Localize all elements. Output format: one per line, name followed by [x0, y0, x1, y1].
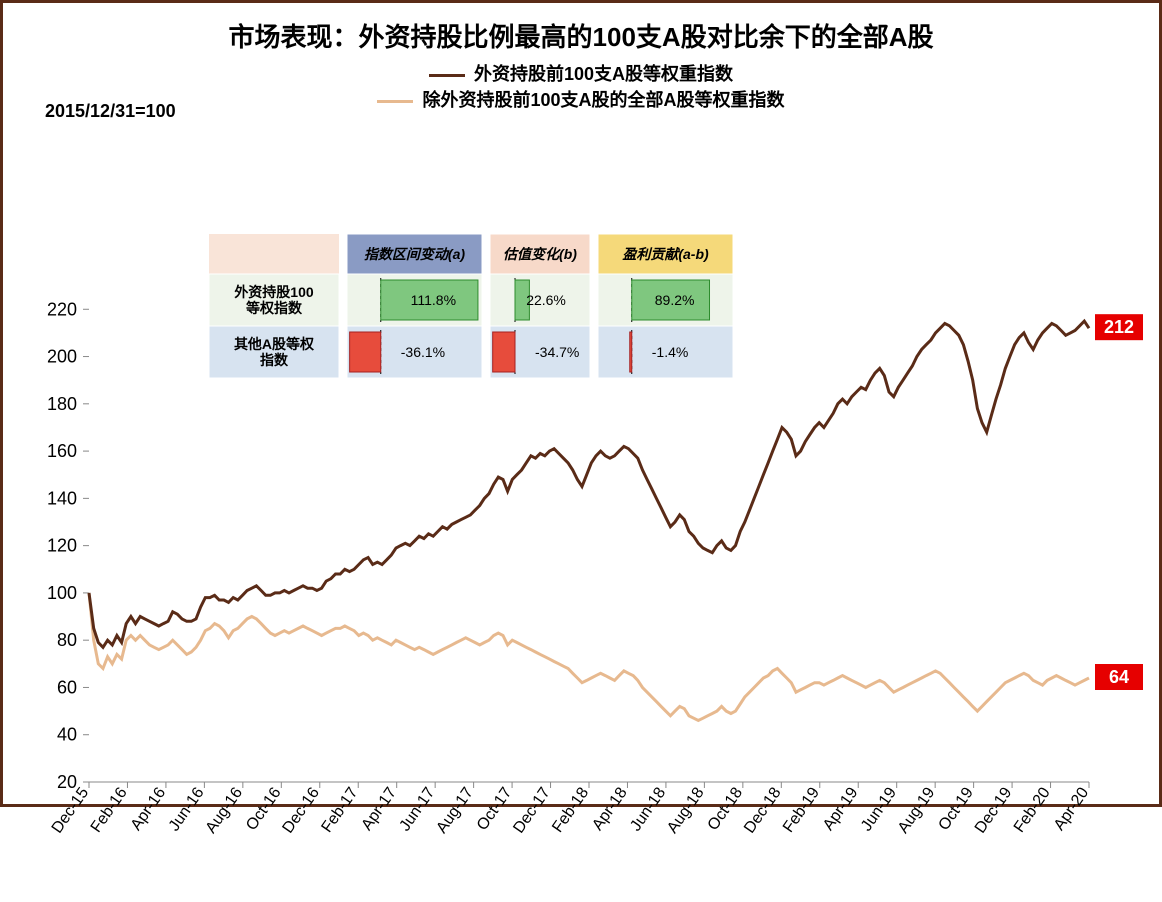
- svg-text:估值变化(b): 估值变化(b): [503, 246, 577, 262]
- svg-text:160: 160: [47, 441, 77, 461]
- svg-text:Oct-17: Oct-17: [474, 784, 516, 833]
- svg-text:Aug-17: Aug-17: [433, 784, 477, 836]
- svg-text:111.8%: 111.8%: [411, 292, 456, 308]
- svg-text:指数区间变动(a): 指数区间变动(a): [364, 246, 465, 262]
- svg-text:Dec-19: Dec-19: [972, 784, 1016, 836]
- svg-text:Dec-17: Dec-17: [510, 784, 554, 836]
- svg-text:Aug-18: Aug-18: [664, 784, 708, 836]
- legend-swatch-s1: [429, 74, 465, 77]
- svg-text:Apr-17: Apr-17: [358, 784, 400, 833]
- svg-text:Feb-19: Feb-19: [780, 784, 823, 835]
- legend-item-s2: 除外资持股前100支A股的全部A股等权重指数: [377, 86, 784, 112]
- svg-text:Feb-17: Feb-17: [318, 784, 361, 835]
- svg-text:Oct-18: Oct-18: [705, 784, 747, 833]
- svg-text:盈利贡献(a-b): 盈利贡献(a-b): [622, 246, 709, 262]
- svg-text:200: 200: [47, 347, 77, 367]
- svg-text:60: 60: [57, 677, 77, 697]
- series-other-a-shares: [89, 593, 1089, 721]
- svg-text:220: 220: [47, 299, 77, 319]
- svg-text:Dec-18: Dec-18: [741, 784, 785, 836]
- svg-text:Apr-18: Apr-18: [589, 784, 631, 833]
- inset-bar: [350, 332, 381, 372]
- svg-text:Feb-20: Feb-20: [1011, 784, 1054, 835]
- svg-text:Feb-18: Feb-18: [549, 784, 592, 835]
- svg-text:指数: 指数: [260, 352, 289, 368]
- inset-blank-header: [209, 234, 339, 274]
- svg-text:64: 64: [1109, 667, 1129, 687]
- end-value-label: 64: [1095, 664, 1143, 690]
- svg-text:Feb-16: Feb-16: [88, 784, 131, 835]
- line-chart: 20406080100120140160180200220Dec-15Feb-1…: [9, 112, 1159, 902]
- svg-text:Apr-16: Apr-16: [128, 784, 170, 833]
- legend-label-s2: 除外资持股前100支A股的全部A股等权重指数: [422, 90, 784, 110]
- baseline-label: 2015/12/31=100: [45, 101, 176, 122]
- svg-text:Oct-19: Oct-19: [935, 784, 977, 833]
- legend-label-s1: 外资持股前100支A股等权重指数: [474, 64, 733, 84]
- svg-text:-1.4%: -1.4%: [652, 344, 689, 360]
- svg-text:其他A股等权: 其他A股等权: [234, 336, 315, 352]
- svg-text:Dec-15: Dec-15: [49, 784, 93, 836]
- svg-text:180: 180: [47, 394, 77, 414]
- svg-text:140: 140: [47, 488, 77, 508]
- legend-swatch-s2: [377, 100, 413, 103]
- svg-text:40: 40: [57, 725, 77, 745]
- svg-text:212: 212: [1104, 317, 1134, 337]
- svg-text:Oct-16: Oct-16: [243, 784, 285, 833]
- svg-text:Aug-16: Aug-16: [203, 784, 247, 836]
- svg-text:Aug-19: Aug-19: [895, 784, 939, 836]
- svg-text:22.6%: 22.6%: [526, 292, 566, 308]
- svg-text:120: 120: [47, 536, 77, 556]
- svg-text:Dec-16: Dec-16: [280, 784, 324, 836]
- chart-title: 市场表现：外资持股比例最高的100支A股对比余下的全部A股: [9, 17, 1153, 54]
- svg-text:外资持股100: 外资持股100: [234, 284, 314, 300]
- legend: 外资持股前100支A股等权重指数 除外资持股前100支A股的全部A股等权重指数: [9, 60, 1153, 112]
- svg-text:80: 80: [57, 630, 77, 650]
- svg-text:等权指数: 等权指数: [246, 300, 303, 316]
- svg-text:20: 20: [57, 772, 77, 792]
- svg-text:Apr-20: Apr-20: [1051, 784, 1093, 833]
- svg-text:-34.7%: -34.7%: [535, 344, 579, 360]
- end-value-label: 212: [1095, 314, 1143, 340]
- svg-text:-36.1%: -36.1%: [401, 344, 445, 360]
- inset-bar: [630, 332, 632, 372]
- inset-bar: [493, 332, 515, 372]
- svg-text:89.2%: 89.2%: [655, 292, 695, 308]
- svg-text:Apr-19: Apr-19: [820, 784, 862, 833]
- legend-item-s1: 外资持股前100支A股等权重指数: [429, 60, 733, 86]
- svg-text:100: 100: [47, 583, 77, 603]
